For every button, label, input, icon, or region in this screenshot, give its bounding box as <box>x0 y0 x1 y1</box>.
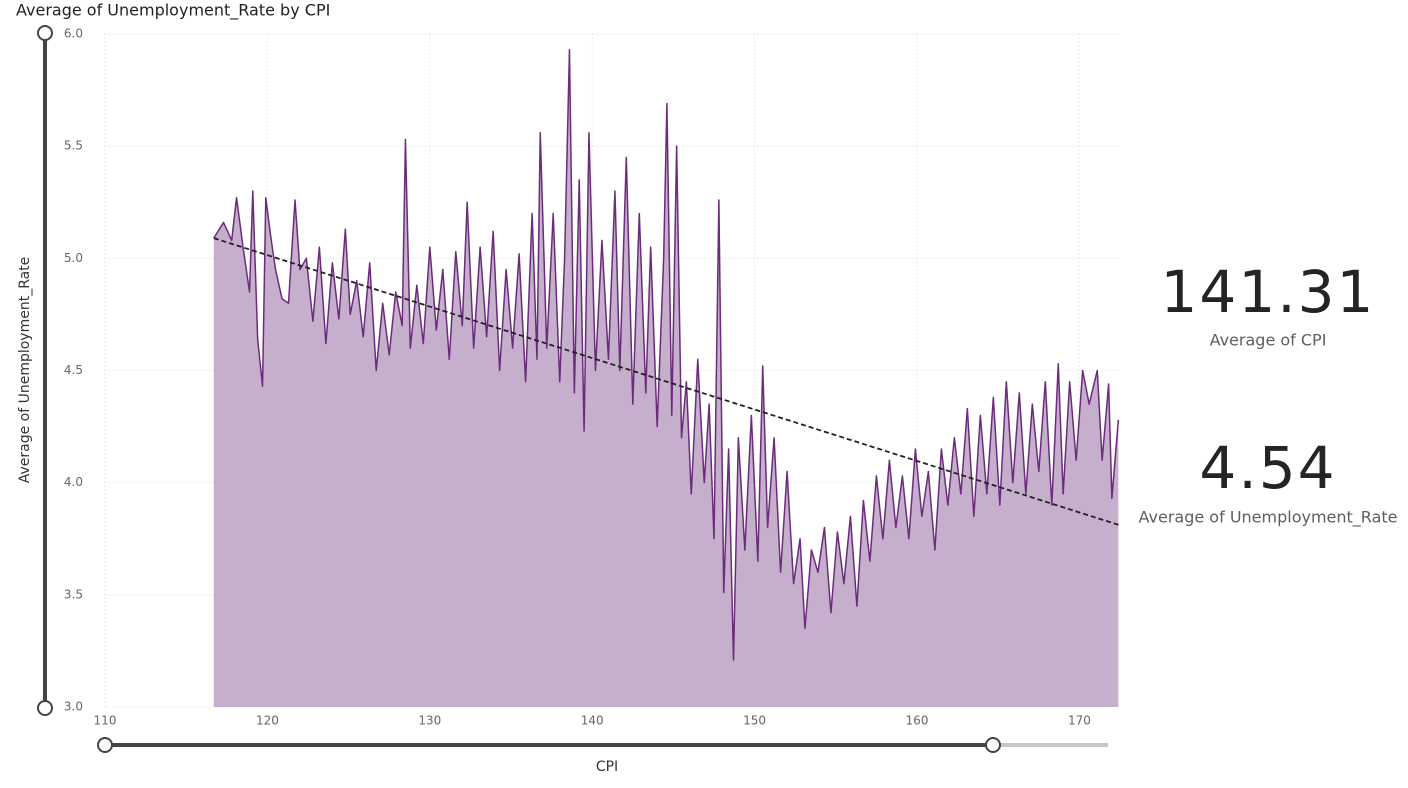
y-slider-handle[interactable] <box>37 25 53 41</box>
y-tick-label: 3.0 <box>64 700 83 714</box>
trend-line <box>213 237 1121 527</box>
y-tick-label: 5.0 <box>64 251 83 265</box>
line <box>213 48 1120 661</box>
y-slider-handle[interactable] <box>37 700 53 716</box>
x-tick-label: 120 <box>256 714 279 728</box>
y-tick-label: 4.0 <box>64 475 83 489</box>
y-axis-label: Average of Unemployment_Rate <box>17 257 33 484</box>
x-tick-label: 110 <box>94 714 117 728</box>
x-axis-label: CPI <box>596 759 618 775</box>
x-tick-label: 150 <box>743 714 766 728</box>
card-label: Average of CPI <box>1210 331 1327 350</box>
x-slider-handle[interactable] <box>985 737 1001 753</box>
y-tick-label: 6.0 <box>64 27 83 41</box>
x-tick-label: 140 <box>581 714 604 728</box>
x-tick-label: 130 <box>418 714 441 728</box>
x-tick-label: 170 <box>1068 714 1091 728</box>
card-label: Average of Unemployment_Rate <box>1139 508 1398 528</box>
card: 4.54 Average of Unemployment_Rate <box>1139 434 1398 527</box>
card-value: 4.54 <box>1199 434 1336 502</box>
y-tick-label: 5.5 <box>64 139 83 153</box>
card-value: 141.31 <box>1161 258 1376 326</box>
plot: 6.0 5.5 5.0 4.5 4.0 3.5 3.0 110 120 130 140 150 160 1… <box>64 27 1121 728</box>
y-tick-label: 3.5 <box>64 587 83 601</box>
area <box>213 49 1119 708</box>
x-tick-label: 160 <box>906 714 929 728</box>
card: 141.31 Average of CPI <box>1161 258 1376 350</box>
x-slider <box>97 737 1108 753</box>
y-tick-label: 4.5 <box>64 363 83 377</box>
y-slider <box>37 25 53 716</box>
x-slider-handle[interactable] <box>97 737 113 753</box>
chart-title: Average of Unemployment_Rate by CPI <box>16 1 330 21</box>
